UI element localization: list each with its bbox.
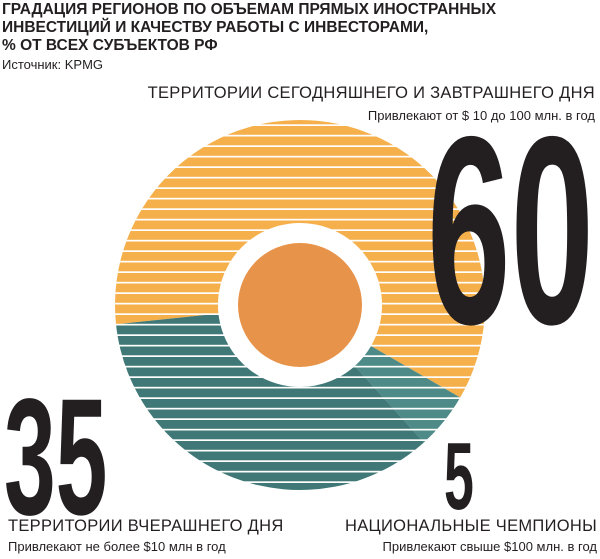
category-sublabel: Привлекают свыше $100 млн. в год	[383, 539, 598, 554]
donut	[114, 120, 485, 491]
category-sublabel: Привлекают от $ 10 до 100 млн. в год	[368, 108, 595, 123]
chart-title-line: % ОТ ВСЕХ СУБЪЕКТОВ РФ	[2, 37, 218, 54]
value-label: 60	[427, 81, 594, 381]
wedge	[116, 313, 424, 491]
chart-title-line: ИНВЕСТИЦИЙ И КАЧЕСТВУ РАБОТЫ С ИНВЕСТОРА…	[2, 18, 428, 36]
chart-title-line: ГРАДАЦИЯ РЕГИОНОВ ПО ОБЪЕМАМ ПРЯМЫХ ИНОС…	[2, 1, 497, 18]
category-label: ТЕРРИТОРИИ ВЧЕРАШНЕГО ДНЯ	[8, 517, 284, 535]
category-label: НАЦИОНАЛЬНЫЕ ЧЕМПИОНЫ	[345, 517, 597, 535]
value-label: 35	[4, 363, 107, 549]
wedge	[354, 346, 461, 443]
wedge	[114, 120, 485, 398]
value-label: 5	[444, 424, 474, 530]
category-sublabel: Привлекают не более $10 млн в год	[8, 539, 226, 554]
center-circle	[238, 243, 362, 367]
source: Источник: KPMG	[2, 57, 103, 72]
category-label: ТЕРРИТОРИИ СЕГОДНЯШНЕГО И ЗАВТРАШНЕГО ДН…	[148, 84, 595, 102]
